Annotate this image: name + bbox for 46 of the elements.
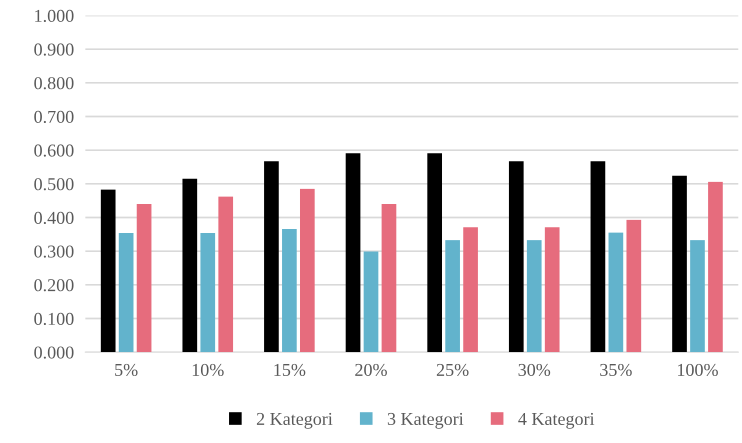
bar <box>445 240 460 352</box>
bar <box>708 182 723 352</box>
bar <box>300 188 315 352</box>
bar <box>590 161 606 352</box>
x-tick-label: 15% <box>274 364 306 376</box>
y-tick-label: 0.100 <box>34 312 74 326</box>
y-tick-label: 0.000 <box>34 346 74 359</box>
bar <box>427 153 442 352</box>
bar <box>690 240 705 352</box>
y-tick-label: 0.700 <box>34 110 74 124</box>
bar <box>118 233 134 352</box>
bar <box>264 161 279 352</box>
y-tick-label: 1.000 <box>35 10 74 22</box>
bar <box>364 252 378 352</box>
x-tick-label: 30% <box>518 364 550 376</box>
bar <box>626 220 642 352</box>
bar <box>382 204 396 352</box>
bar <box>608 232 624 352</box>
legend-label: 4 Kategori <box>518 412 594 429</box>
y-tick-label: 0.900 <box>34 43 74 56</box>
x-tick-label: 10% <box>192 364 224 376</box>
bar <box>346 153 360 352</box>
y-tick-label: 0.600 <box>34 144 74 157</box>
bar <box>508 161 524 352</box>
bar <box>182 178 198 352</box>
legend-label: 3 Kategori <box>388 412 464 429</box>
x-tick-label: 20% <box>355 364 387 376</box>
x-tick-label: 100% <box>678 364 718 376</box>
bar <box>136 204 152 352</box>
legend-label: 2 Kategori <box>256 412 332 429</box>
bar <box>526 240 542 352</box>
y-tick-label: 0.800 <box>34 77 74 90</box>
bar <box>100 190 116 352</box>
x-tick-label: 35% <box>600 364 632 376</box>
x-tick-label: 5% <box>115 364 138 376</box>
y-tick-label: 0.300 <box>34 245 74 258</box>
y-tick-label: 0.500 <box>34 178 74 190</box>
bar <box>282 228 297 352</box>
y-tick-label: 0.400 <box>34 212 74 224</box>
bar <box>218 196 234 352</box>
bar <box>672 176 687 352</box>
bar <box>544 227 560 352</box>
bar <box>463 227 478 352</box>
y-tick-label: 0.200 <box>34 279 74 292</box>
x-tick-label: 25% <box>436 364 469 376</box>
bar <box>200 233 216 352</box>
